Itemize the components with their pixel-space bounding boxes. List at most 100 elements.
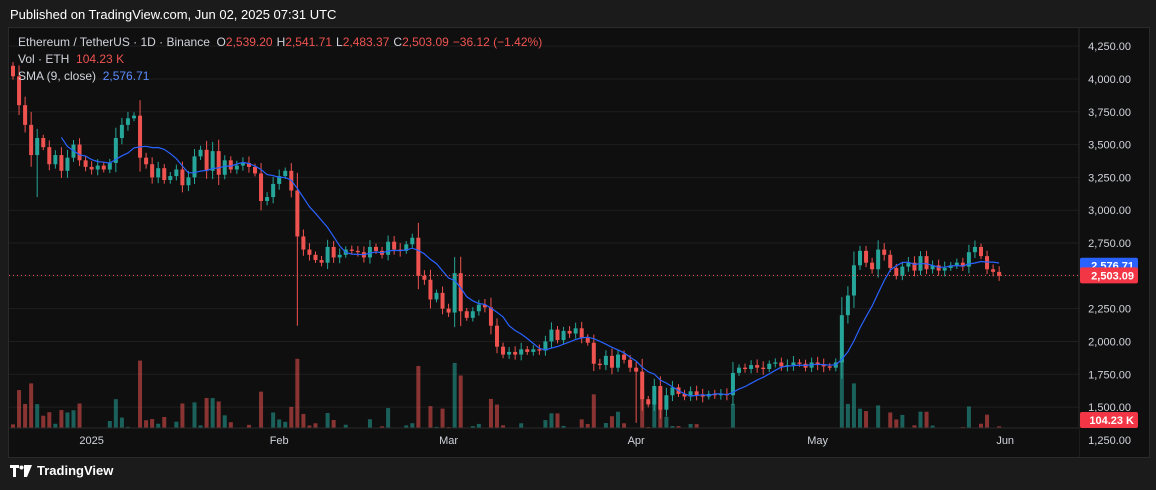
candle-body [960, 262, 965, 267]
candle-body [77, 144, 82, 161]
candle-body [440, 292, 445, 309]
candle [876, 240, 881, 278]
price-badge-label: 2,503.09 [1091, 270, 1134, 282]
candle [476, 299, 481, 316]
candle-body [513, 351, 518, 355]
candle [162, 164, 167, 184]
candle [41, 134, 46, 151]
candle [422, 270, 427, 285]
candle-body [301, 236, 306, 250]
candle-body [144, 157, 149, 165]
candle-body [458, 273, 463, 312]
candle-body [900, 266, 905, 276]
candle-body [228, 160, 233, 170]
x-tick-label: Mar [439, 435, 458, 447]
volume-bar [295, 358, 300, 453]
candle [646, 395, 651, 408]
candle-body [47, 147, 52, 165]
candle [119, 117, 124, 145]
candle [331, 240, 336, 263]
candle-body [888, 254, 893, 268]
candle-body [761, 367, 766, 369]
candle [827, 363, 832, 371]
volume-bar [591, 394, 596, 453]
y-tick-label: 3,000.00 [1088, 205, 1131, 217]
candle [960, 257, 965, 271]
symbol-title[interactable]: Ethereum / TetherUS · 1D · Binance [18, 35, 210, 49]
ohlc-row: Ethereum / TetherUS · 1D · Binance O 2,5… [18, 34, 546, 51]
candle-body [525, 349, 530, 352]
candle-body [954, 262, 959, 266]
candle [138, 100, 143, 172]
candle-body [83, 160, 88, 167]
candle [65, 149, 70, 178]
candle [749, 360, 754, 374]
candle-body [307, 249, 312, 255]
candle-body [821, 365, 826, 367]
candle-body [65, 157, 70, 171]
y-tick-label: 3,500.00 [1088, 140, 1131, 152]
candle [452, 257, 457, 328]
volume-bar [210, 398, 215, 453]
y-tick-label: 4,000.00 [1088, 74, 1131, 86]
candle [845, 286, 850, 324]
footer-brand: TradingView [10, 463, 113, 478]
sma-label[interactable]: SMA (9, close) [18, 69, 97, 83]
candle-body [259, 173, 264, 201]
change-value: −36.12 (−1.42%) [452, 35, 543, 49]
volume-bar [113, 399, 118, 453]
candle [870, 257, 875, 274]
candle [416, 222, 421, 290]
price-chart[interactable]: 1,250.00 1,500.00 1,750.00 2,000.00 2,250.00… [9, 28, 1149, 457]
open-value: 2,539.20 [225, 35, 273, 49]
candle [265, 192, 270, 206]
candle [634, 362, 639, 423]
candle-body [464, 311, 469, 318]
candle-body [295, 190, 300, 237]
volume-badge-label: 104.23 K [1089, 415, 1134, 427]
candle [567, 326, 572, 338]
volume-bar [640, 390, 645, 453]
candle-body [797, 362, 802, 364]
candle [23, 96, 28, 133]
candle [113, 127, 118, 173]
y-tick-label: 3,250.00 [1088, 172, 1131, 184]
candle [35, 128, 40, 198]
candle-body [89, 166, 94, 170]
y-tick-label: 2,250.00 [1088, 304, 1131, 316]
candle [29, 111, 34, 167]
candle-body [948, 265, 953, 268]
candle [549, 322, 554, 348]
candle [307, 243, 312, 261]
open-label: O [216, 35, 226, 49]
candle [779, 357, 784, 371]
candle [537, 344, 542, 355]
chart-panel[interactable]: 1,250.00 1,500.00 1,750.00 2,000.00 2,250.00… [8, 27, 1150, 458]
volume-label[interactable]: Vol · ETH [18, 52, 70, 66]
candle-body [265, 197, 270, 201]
candle-body [138, 115, 143, 158]
candle-body [767, 363, 772, 369]
candle [616, 349, 620, 372]
candle-body [966, 252, 971, 267]
price-badge-bg [1080, 267, 1138, 284]
candle [694, 385, 699, 401]
candle [767, 360, 772, 372]
y-tick-label: 2,000.00 [1088, 336, 1131, 348]
chart-legend: Ethereum / TetherUS · 1D · Binance O 2,5… [18, 34, 546, 85]
volume-bar [259, 391, 264, 453]
candle-body [688, 391, 693, 397]
x-tick-label: Jun [996, 435, 1014, 447]
candle [579, 321, 584, 344]
y-tick-label: 1,750.00 [1088, 369, 1131, 381]
candle-body [755, 365, 760, 368]
candle [349, 245, 354, 255]
candle-body [35, 138, 40, 156]
candle [997, 266, 1002, 281]
candle-body [198, 149, 203, 157]
volume-bar [652, 401, 657, 453]
candle-body [488, 307, 493, 326]
candle [77, 138, 82, 166]
y-tick-label: 4,250.00 [1088, 41, 1131, 53]
candle [670, 380, 675, 402]
